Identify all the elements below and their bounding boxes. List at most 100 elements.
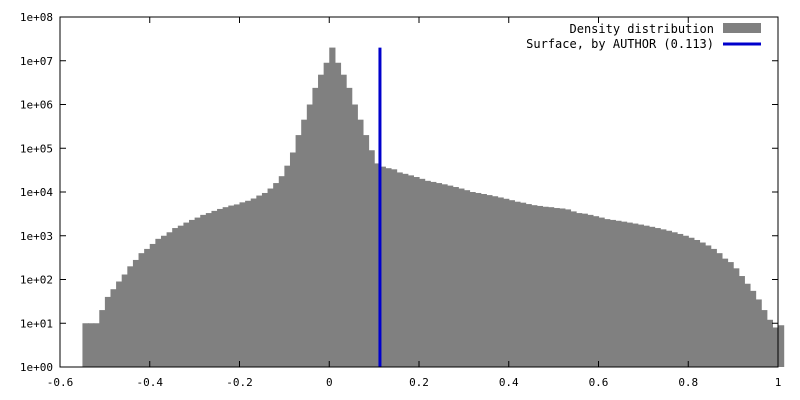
histogram-bar [301,119,308,367]
histogram-bar [396,172,403,367]
histogram-bar [132,259,140,367]
histogram-bar [486,195,493,367]
histogram-bar [508,200,515,367]
histogram-bar [682,235,689,367]
histogram-bar [312,87,319,368]
histogram-bar [497,197,504,367]
histogram-bar [525,204,532,367]
histogram-bar [559,208,566,367]
x-tick-labels: -0.6 -0.4 -0.2 0 0.2 0.4 0.6 0.8 1 [47,376,782,389]
histogram-bar [217,208,224,367]
histogram-bar [149,243,156,367]
y-tick-label: 1e+05 [20,142,53,155]
histogram-bar [116,281,123,367]
histogram-bar [475,192,482,367]
histogram-bar [99,310,106,367]
histogram-bar [570,211,577,367]
histogram-bar [82,323,89,367]
histogram-bar [744,283,751,367]
histogram-bar [738,276,745,367]
histogram-bar [402,173,409,367]
histogram-bar [368,150,375,367]
histogram-bar [278,176,285,367]
histogram-bar [778,325,785,367]
histogram-bar [435,183,443,367]
histogram-bar [222,207,229,367]
y-tick-label: 1e+06 [20,99,53,112]
histogram-bar [284,165,291,367]
histogram-bar [626,222,633,367]
histogram-bar [88,323,95,367]
histogram-bar [637,224,644,367]
histogram-bar [592,216,600,367]
histogram-bar [660,229,667,367]
histogram-bar [615,220,622,367]
histogram-bar [205,213,213,367]
histogram-bar [155,238,162,367]
histogram-bar [503,198,510,367]
histogram-bar [755,299,762,367]
histogram-bar [581,213,588,367]
x-tick-label: -0.2 [226,376,253,389]
histogram-bar [441,184,448,367]
histogram-bar [749,290,757,367]
histogram-bar [144,248,151,367]
histogram-bar [385,168,392,367]
y-tick-label: 1e+08 [20,11,53,24]
histogram-bars [82,47,785,368]
histogram-bar [598,217,605,367]
histogram-bar [273,183,280,367]
legend: Density distribution Surface, by AUTHOR … [526,22,761,51]
histogram-bar [430,181,437,367]
axis-ticks [59,16,779,368]
histogram-bar [716,253,723,367]
histogram-bar [329,47,336,367]
histogram-bar [110,289,117,367]
histogram-bar [705,245,712,367]
histogram-bar [677,233,684,367]
histogram-bar [531,205,538,367]
x-tick-label: -0.6 [47,376,74,389]
histogram-bar [261,192,269,367]
histogram-bar [480,194,487,367]
histogram-bar [447,185,454,367]
histogram-bar [620,221,628,367]
histogram-bar [104,296,112,367]
y-tick-label: 1e+04 [20,186,53,199]
histogram-bar [160,235,168,367]
histogram-bar [306,104,314,367]
x-tick-label: 0.8 [678,376,698,389]
histogram-bar [671,232,678,367]
histogram-bar [245,200,252,367]
histogram-bar [733,268,740,367]
histogram-bar [587,214,594,367]
legend-label-density: Density distribution [570,22,715,36]
histogram-bar [643,225,650,367]
histogram-bar [379,166,386,367]
histogram-bar [189,219,196,367]
histogram-bar [340,74,347,367]
histogram-bar [127,266,134,367]
y-tick-label: 1e+02 [20,274,53,287]
histogram-bar [362,135,370,367]
histogram-bar [351,104,358,367]
histogram-bar [166,232,173,367]
histogram-bar [766,319,773,367]
histogram-bar [374,163,381,367]
histogram-bar [250,198,257,367]
histogram-bar [699,242,706,367]
histogram-bar [632,223,639,367]
histogram-bar [357,119,364,367]
histogram-bar [514,201,521,367]
histogram-bar [346,87,353,368]
y-tick-label: 1e+07 [20,55,53,68]
histogram-bar [491,196,499,367]
x-tick-label: -0.4 [137,376,164,389]
histogram-bar [463,190,471,367]
x-tick-label: 0.2 [409,376,429,389]
x-tick-label: 0.4 [499,376,519,389]
histogram-bar [548,207,555,367]
histogram-bar [604,219,611,367]
histogram-bar [710,248,717,367]
legend-label-surface: Surface, by AUTHOR (0.113) [526,37,714,51]
